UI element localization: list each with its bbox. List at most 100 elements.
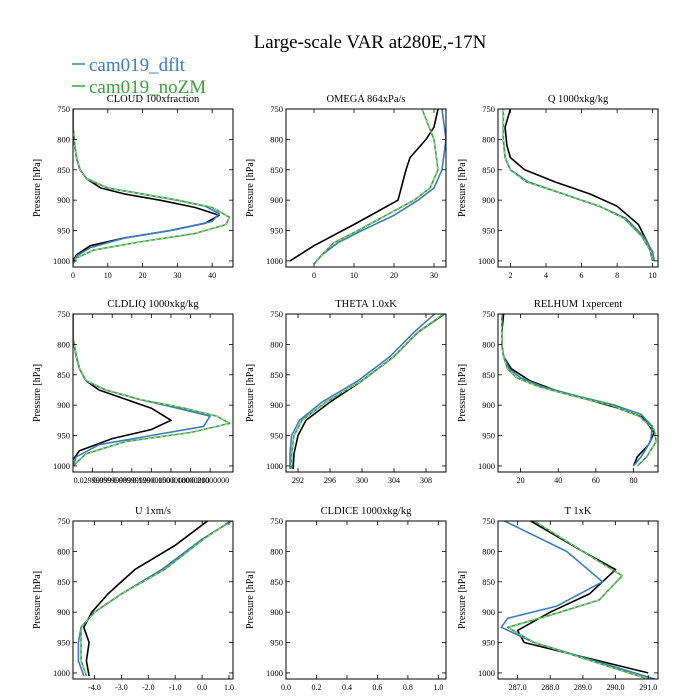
series-line-ref — [504, 109, 654, 262]
series-dash-cam019_noZM — [503, 109, 653, 261]
y-tick-label: 900 — [57, 195, 70, 205]
y-axis-label: Pressure [hPa] — [245, 571, 256, 629]
panel-title: CLOUD 100xfraction — [107, 94, 200, 105]
x-tick-label: 0.6 — [372, 683, 382, 692]
y-tick-label: 800 — [482, 134, 495, 144]
x-tick-label: -2.0 — [142, 683, 155, 692]
x-tick-label: 296 — [324, 476, 336, 485]
panel-title: U 1xm/s — [135, 506, 171, 517]
y-tick-label: 950 — [270, 431, 283, 441]
y-tick-label: 800 — [57, 339, 70, 349]
panel-title: CLDICE 1000xkg/kg — [321, 506, 412, 517]
y-tick-label: 900 — [482, 400, 495, 410]
y-tick-label: 1000 — [53, 668, 70, 678]
plot-frame — [72, 108, 234, 268]
x-tick-label: -3.0 — [115, 683, 128, 692]
x-tick-label: -4.0 — [88, 683, 101, 692]
y-tick-label: 950 — [270, 638, 283, 648]
y-tick-label: 750 — [482, 516, 495, 526]
y-tick-label: 750 — [57, 104, 70, 114]
x-tick-label: 80 — [630, 476, 638, 485]
series-group — [500, 314, 657, 467]
x-tick-label: 2 — [508, 271, 512, 280]
series-group — [77, 521, 233, 677]
series-line-cam019_noZM — [73, 314, 231, 467]
y-tick-label: 1000 — [53, 461, 70, 471]
x-tick-label: 10 — [350, 271, 358, 280]
x-tick-label: 0.0 — [197, 683, 207, 692]
x-tick-label: 0.08999999 — [113, 476, 151, 485]
series-line-cam019_noZM — [500, 314, 657, 467]
y-axis-label: Pressure [hPa] — [32, 571, 43, 629]
figure-title: Large-scale VAR at280E,-17N — [254, 32, 487, 53]
panel-title: THETA 1.0xK — [335, 299, 397, 310]
y-tick-label: 750 — [482, 309, 495, 319]
x-tick-label: 10 — [104, 271, 112, 280]
y-tick-label: 750 — [57, 309, 70, 319]
y-tick-label: 1000 — [478, 461, 495, 471]
legend: cam019_dflt cam019_noZM — [72, 55, 206, 98]
y-axis-label: Pressure [hPa] — [32, 364, 43, 422]
series-dash-cam019_noZM — [73, 109, 230, 265]
x-tick-label: 291.0 — [639, 683, 657, 692]
y-tick-label: 900 — [482, 195, 495, 205]
series-group — [289, 314, 445, 470]
y-tick-label: 950 — [57, 431, 70, 441]
panel-4: THETA 1.0xK Pressure [hPa] 750 800 850 900 950… — [245, 299, 447, 485]
panel-3: CLDLIQ 1000xkg/kg Pressure [hPa] 750 800 850… — [32, 299, 234, 485]
x-tick-label: 0.05999999 — [93, 476, 131, 485]
x-tick-label: 0 — [312, 271, 316, 280]
x-tick-label: 308 — [420, 476, 432, 485]
series-line-ref — [289, 109, 439, 262]
series-line-ref — [500, 314, 656, 467]
y-tick-label: 850 — [482, 370, 495, 380]
x-tick-label: 289.0 — [574, 683, 592, 692]
x-tick-label: 1.0 — [433, 683, 443, 692]
y-axis-label: Pressure [hPa] — [457, 159, 468, 217]
y-tick-label: 1000 — [266, 256, 283, 266]
y-tick-label: 900 — [57, 400, 70, 410]
x-tick-label: 292 — [292, 476, 304, 485]
series-group — [73, 109, 231, 265]
y-tick-label: 850 — [482, 165, 495, 175]
y-axis-label: Pressure [hPa] — [457, 571, 468, 629]
plot-frame — [285, 520, 447, 680]
panel-title: Q 1000xkg/kg — [548, 94, 609, 105]
x-tick-label: 0.02999999 — [74, 476, 112, 485]
panel-6: U 1xm/s Pressure [hPa] 750 800 850 900 950 1000… — [32, 506, 234, 692]
legend-label-dflt: cam019_dflt — [89, 55, 186, 76]
y-axis-label: Pressure [hPa] — [32, 159, 43, 217]
x-tick-label: 0.2 — [311, 683, 321, 692]
series-line-cam019_dflt — [289, 314, 436, 469]
x-tick-label: 60 — [592, 476, 600, 485]
series-line-cam019_dflt — [77, 521, 233, 677]
y-tick-label: 1000 — [53, 256, 70, 266]
x-tick-label: 30 — [430, 271, 438, 280]
y-tick-label: 900 — [270, 607, 283, 617]
series-line-cam019_noZM — [290, 314, 445, 469]
plot-frame — [72, 313, 234, 473]
panel-0: CLOUD 100xfraction Pressure [hPa] 750 800 85… — [32, 94, 234, 280]
y-tick-label: 800 — [270, 546, 283, 556]
series-group — [502, 109, 656, 262]
y-tick-label: 850 — [482, 577, 495, 587]
series-line-cam019_dflt — [73, 314, 211, 467]
y-axis-label: Pressure [hPa] — [245, 364, 256, 422]
plot-frame — [285, 108, 447, 268]
panel-8: T 1xK Pressure [hPa] 750 800 850 900 950 1000 28… — [457, 506, 659, 692]
y-tick-label: 800 — [57, 546, 70, 556]
series-line-cam019_noZM — [502, 109, 654, 262]
x-tick-label: 8 — [615, 271, 619, 280]
series-line-ref — [83, 521, 208, 677]
panel-1: OMEGA 864xPa/s Pressure [hPa] 750 800 850 900… — [245, 94, 447, 280]
panel-2: Q 1000xkg/kg Pressure [hPa] 750 800 850 900 95… — [457, 94, 659, 280]
x-tick-label: 0.4 — [342, 683, 352, 692]
x-tick-label: 304 — [388, 476, 400, 485]
series-group — [500, 521, 655, 679]
x-tick-label: 0 — [71, 271, 75, 280]
y-tick-label: 900 — [57, 607, 70, 617]
y-tick-label: 750 — [482, 104, 495, 114]
y-tick-label: 850 — [57, 577, 70, 587]
y-tick-label: 950 — [482, 226, 495, 236]
